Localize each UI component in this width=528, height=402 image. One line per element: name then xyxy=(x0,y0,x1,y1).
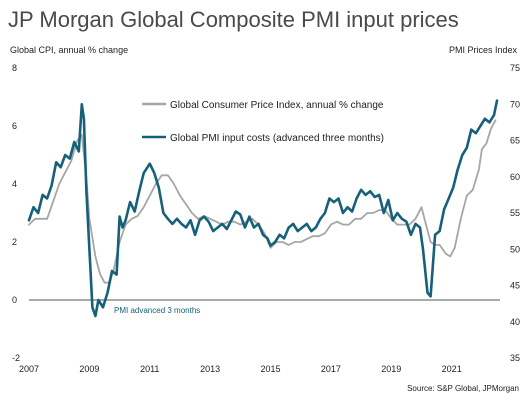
left-tick-label: 0 xyxy=(12,295,17,305)
left-tick-label: 6 xyxy=(12,121,17,131)
x-tick-label: 2021 xyxy=(442,364,462,374)
right-tick-label: 70 xyxy=(510,99,520,109)
right-tick-label: 45 xyxy=(510,281,520,291)
x-tick-label: 2009 xyxy=(79,364,99,374)
left-tick-label: 4 xyxy=(12,179,17,189)
x-tick-label: 2007 xyxy=(19,364,39,374)
x-tick-label: 2017 xyxy=(321,364,341,374)
source-note: Source: S&P Global, JPMorgan xyxy=(407,384,519,393)
pmi-annotation: PMI advanced 3 months xyxy=(114,306,200,315)
left-axis-title: Global CPI, annual % change xyxy=(10,45,128,55)
right-axis-ticks: 35 40 45 50 55 60 65 70 75 xyxy=(510,63,520,363)
right-tick-label: 65 xyxy=(510,136,520,146)
series-line-pmi xyxy=(27,99,499,318)
right-axis-title: PMI Prices Index xyxy=(449,45,518,55)
left-tick-label: -2 xyxy=(12,353,20,363)
x-tick-label: 2019 xyxy=(381,364,401,374)
series-layer xyxy=(27,99,499,318)
legend-label-cpi: Global Consumer Price Index, annual % ch… xyxy=(170,100,384,111)
legend-label-pmi: Global PMI input costs (advanced three m… xyxy=(170,133,384,144)
right-tick-label: 60 xyxy=(510,172,520,182)
legend: Global Consumer Price Index, annual % ch… xyxy=(142,100,384,144)
right-tick-label: 55 xyxy=(510,208,520,218)
right-tick-label: 50 xyxy=(510,244,520,254)
right-tick-label: 75 xyxy=(510,63,520,73)
series-line-cpi xyxy=(28,119,497,284)
left-tick-label: 2 xyxy=(12,237,17,247)
x-tick-label: 2011 xyxy=(140,364,159,374)
right-tick-label: 40 xyxy=(510,317,520,327)
chart-title: JP Morgan Global Composite PMI input pri… xyxy=(8,7,459,32)
left-axis-ticks: -2 0 2 4 6 8 xyxy=(12,63,20,363)
x-tick-label: 2015 xyxy=(261,364,281,374)
x-tick-label: 2013 xyxy=(200,364,220,374)
x-axis-ticks: 2007 2009 2011 2013 2015 2017 2019 2021 xyxy=(19,364,462,374)
right-tick-label: 35 xyxy=(510,353,520,363)
left-tick-label: 8 xyxy=(12,63,17,73)
